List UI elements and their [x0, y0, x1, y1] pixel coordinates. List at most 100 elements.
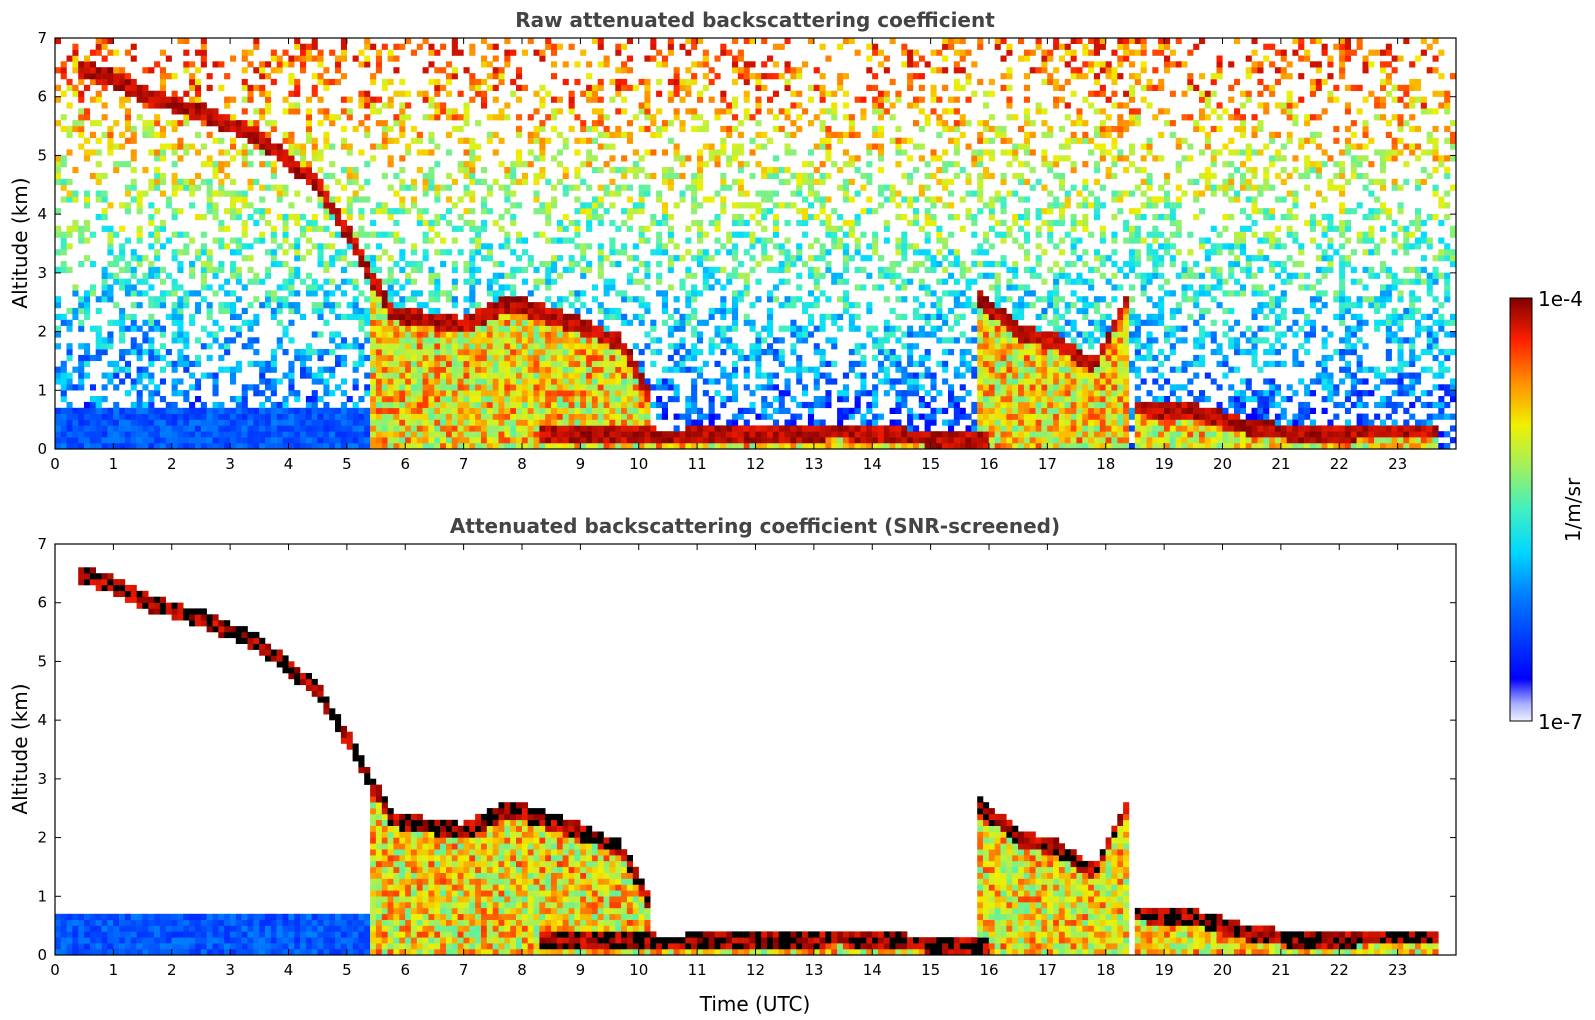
heatmap-cell	[393, 219, 400, 227]
heatmap-cell	[732, 437, 739, 444]
heatmap-cell	[883, 319, 890, 326]
heatmap-cell	[428, 114, 435, 121]
heatmap-cell	[241, 196, 248, 203]
heatmap-cell	[183, 243, 190, 250]
heatmap-cell	[148, 313, 155, 320]
heatmap-cell	[586, 366, 593, 373]
heatmap-cell	[486, 249, 493, 256]
heatmap-cell	[434, 331, 441, 338]
heatmap-cell	[154, 231, 161, 238]
heatmap-cell	[492, 73, 499, 80]
heatmap-cell	[247, 384, 254, 391]
heatmap-cell	[212, 272, 219, 279]
heatmap-cell	[714, 431, 721, 438]
heatmap-cell	[177, 319, 184, 326]
heatmap-cell	[574, 208, 581, 215]
heatmap-cell	[661, 125, 668, 133]
heatmap-cell	[84, 114, 91, 121]
heatmap-cell	[130, 313, 137, 320]
heatmap-cell	[656, 219, 663, 227]
heatmap-cell	[790, 296, 797, 303]
heatmap-cell	[346, 313, 353, 320]
heatmap-cell	[877, 149, 884, 156]
heatmap-cell	[84, 313, 91, 320]
heatmap-cell	[218, 413, 225, 420]
heatmap-cell	[352, 343, 359, 350]
heatmap-cell	[200, 120, 207, 127]
heatmap-cell	[761, 249, 768, 256]
heatmap-cell	[119, 307, 126, 315]
heatmap-cell	[399, 360, 406, 367]
heatmap-cell	[842, 390, 849, 397]
heatmap-cell	[626, 366, 633, 373]
heatmap-cell	[393, 120, 400, 127]
heatmap-cell	[603, 307, 610, 315]
heatmap-cell	[486, 43, 493, 50]
heatmap-cell	[463, 384, 470, 391]
heatmap-cell	[621, 413, 628, 420]
heatmap-cell	[183, 49, 190, 56]
heatmap-cell	[451, 125, 458, 133]
heatmap-cell	[393, 55, 400, 62]
heatmap-cell	[154, 319, 161, 326]
heatmap-cell	[457, 366, 464, 373]
heatmap-cell	[533, 425, 540, 432]
heatmap-cell	[358, 407, 365, 414]
heatmap-cell	[358, 214, 365, 221]
heatmap-cell	[469, 425, 476, 432]
heatmap-cell	[737, 407, 744, 414]
heatmap-cell	[136, 237, 143, 244]
heatmap-cell	[521, 366, 528, 373]
heatmap-cell	[276, 143, 283, 150]
heatmap-cell	[556, 437, 563, 444]
heatmap-cell	[516, 425, 523, 432]
heatmap-cell	[259, 108, 266, 115]
heatmap-cell	[767, 343, 774, 350]
heatmap-cell	[200, 249, 207, 256]
heatmap-cell	[732, 443, 739, 449]
heatmap-cell	[405, 419, 412, 426]
heatmap-cell	[154, 413, 161, 420]
heatmap-cell	[516, 360, 523, 367]
heatmap-cell	[177, 184, 184, 191]
heatmap-cell	[171, 366, 178, 373]
heatmap-cell	[510, 331, 517, 338]
heatmap-cell	[230, 96, 237, 103]
heatmap-cell	[113, 401, 120, 409]
heatmap-cell	[527, 302, 534, 309]
heatmap-cell	[621, 131, 628, 138]
heatmap-cell	[189, 401, 196, 409]
heatmap-cell	[778, 437, 785, 444]
heatmap-cell	[463, 337, 470, 344]
heatmap-cell	[212, 378, 219, 385]
heatmap-cell	[772, 296, 779, 303]
heatmap-cell	[148, 437, 155, 444]
heatmap-cell	[457, 372, 464, 379]
heatmap-cell	[370, 349, 377, 356]
heatmap-cell	[837, 73, 844, 80]
heatmap-cell	[399, 90, 406, 97]
heatmap-cell	[679, 443, 686, 449]
heatmap-cell	[545, 331, 552, 338]
heatmap-cell	[259, 149, 266, 156]
heatmap-cell	[405, 114, 412, 121]
heatmap-cell	[819, 354, 826, 362]
heatmap-cell	[399, 237, 406, 244]
heatmap-cell	[101, 407, 108, 414]
heatmap-cell	[469, 319, 476, 326]
heatmap-cell	[568, 354, 575, 362]
heatmap-cell	[177, 425, 184, 432]
heatmap-cell	[159, 155, 166, 162]
heatmap-cell	[656, 190, 663, 197]
heatmap-cell	[399, 401, 406, 409]
heatmap-cell	[416, 307, 423, 315]
heatmap-cell	[230, 55, 237, 62]
heatmap-cell	[387, 231, 394, 238]
heatmap-cell	[329, 78, 336, 86]
heatmap-cell	[446, 184, 453, 191]
heatmap-cell	[516, 178, 523, 185]
heatmap-cell	[813, 190, 820, 197]
heatmap-cell	[644, 114, 651, 121]
heatmap-cell	[159, 413, 166, 420]
heatmap-cell	[854, 243, 861, 250]
